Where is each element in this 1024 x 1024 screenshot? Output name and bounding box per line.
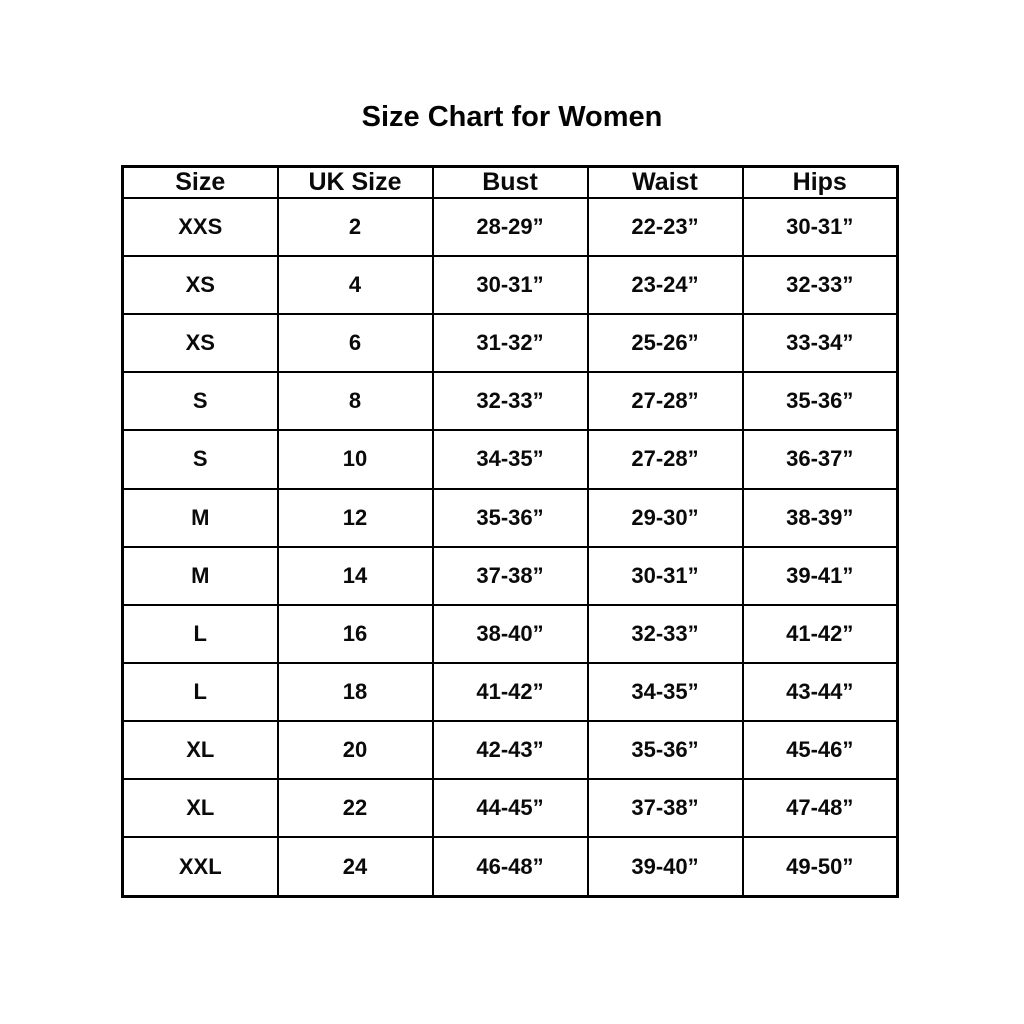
waist-cell: 35-36” <box>586 719 744 781</box>
size-cell: S <box>121 429 279 490</box>
waist-cell: 27-28” <box>586 429 744 490</box>
bust-cell: 30-31” <box>431 255 589 316</box>
uk-size-cell: 12 <box>276 487 434 548</box>
waist-cell: 27-28” <box>586 371 744 432</box>
waist-cell: 39-40” <box>586 836 744 898</box>
size-cell: M <box>121 545 279 606</box>
waist-cell: 23-24” <box>586 255 744 316</box>
bust-cell: 34-35” <box>431 429 589 490</box>
size-cell: L <box>121 661 279 722</box>
column-header-bust: Bust <box>431 165 589 199</box>
uk-size-cell: 22 <box>276 778 434 839</box>
bust-cell: 28-29” <box>431 196 589 258</box>
hips-cell: 30-31” <box>741 196 899 258</box>
hips-cell: 33-34” <box>741 313 899 374</box>
hips-cell: 35-36” <box>741 371 899 432</box>
size-cell: L <box>121 603 279 664</box>
hips-cell: 36-37” <box>741 429 899 490</box>
table-row: M 12 35-36” 29-30” 38-39” <box>121 487 899 548</box>
bust-cell: 31-32” <box>431 313 589 374</box>
table-header: Size UK Size Bust Waist Hips <box>121 165 899 199</box>
column-header-waist: Waist <box>586 165 744 199</box>
hips-cell: 47-48” <box>741 778 899 839</box>
bust-cell: 46-48” <box>431 836 589 898</box>
bust-cell: 41-42” <box>431 661 589 722</box>
uk-size-cell: 8 <box>276 371 434 432</box>
column-header-size: Size <box>121 165 279 199</box>
uk-size-cell: 4 <box>276 255 434 316</box>
uk-size-cell: 6 <box>276 313 434 374</box>
hips-cell: 43-44” <box>741 661 899 722</box>
size-cell: XXL <box>121 836 279 898</box>
waist-cell: 37-38” <box>586 778 744 839</box>
table-row: XS 4 30-31” 23-24” 32-33” <box>121 255 899 316</box>
size-cell: XL <box>121 719 279 781</box>
bust-cell: 32-33” <box>431 371 589 432</box>
table-row: XXS 2 28-29” 22-23” 30-31” <box>121 196 899 258</box>
bust-cell: 38-40” <box>431 603 589 664</box>
table-body: XXS 2 28-29” 22-23” 30-31” XS 4 30-31” 2… <box>121 196 899 898</box>
bust-cell: 44-45” <box>431 778 589 839</box>
size-cell: XXS <box>121 196 279 258</box>
hips-cell: 39-41” <box>741 545 899 606</box>
size-cell: S <box>121 371 279 432</box>
uk-size-cell: 24 <box>276 836 434 898</box>
waist-cell: 29-30” <box>586 487 744 548</box>
table-row: XL 22 44-45” 37-38” 47-48” <box>121 778 899 839</box>
hips-cell: 45-46” <box>741 719 899 781</box>
waist-cell: 25-26” <box>586 313 744 374</box>
waist-cell: 30-31” <box>586 545 744 606</box>
table-row: L 16 38-40” 32-33” 41-42” <box>121 603 899 664</box>
page-title: Size Chart for Women <box>361 101 663 133</box>
column-header-uk-size: UK Size <box>276 165 434 199</box>
uk-size-cell: 10 <box>276 429 434 490</box>
waist-cell: 34-35” <box>586 661 744 722</box>
table-row: XS 6 31-32” 25-26” 33-34” <box>121 313 899 374</box>
size-cell: M <box>121 487 279 548</box>
table-row: XXL 24 46-48” 39-40” 49-50” <box>121 836 899 898</box>
bust-cell: 35-36” <box>431 487 589 548</box>
waist-cell: 22-23” <box>586 196 744 258</box>
size-chart-table: Size UK Size Bust Waist Hips XXS 2 28-29… <box>121 165 899 898</box>
uk-size-cell: 20 <box>276 719 434 781</box>
uk-size-cell: 14 <box>276 545 434 606</box>
bust-cell: 42-43” <box>431 719 589 781</box>
table-row: M 14 37-38” 30-31” 39-41” <box>121 545 899 606</box>
uk-size-cell: 16 <box>276 603 434 664</box>
hips-cell: 41-42” <box>741 603 899 664</box>
table-row: L 18 41-42” 34-35” 43-44” <box>121 661 899 722</box>
bust-cell: 37-38” <box>431 545 589 606</box>
table-row: XL 20 42-43” 35-36” 45-46” <box>121 719 899 781</box>
hips-cell: 32-33” <box>741 255 899 316</box>
column-header-hips: Hips <box>741 165 899 199</box>
waist-cell: 32-33” <box>586 603 744 664</box>
size-cell: XL <box>121 778 279 839</box>
size-cell: XS <box>121 255 279 316</box>
header-row: Size UK Size Bust Waist Hips <box>121 165 899 199</box>
uk-size-cell: 2 <box>276 196 434 258</box>
table-row: S 10 34-35” 27-28” 36-37” <box>121 429 899 490</box>
size-cell: XS <box>121 313 279 374</box>
hips-cell: 38-39” <box>741 487 899 548</box>
table-row: S 8 32-33” 27-28” 35-36” <box>121 371 899 432</box>
uk-size-cell: 18 <box>276 661 434 722</box>
hips-cell: 49-50” <box>741 836 899 898</box>
